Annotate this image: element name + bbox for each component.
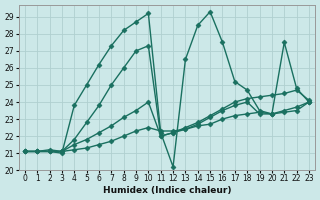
X-axis label: Humidex (Indice chaleur): Humidex (Indice chaleur) [103,186,231,195]
